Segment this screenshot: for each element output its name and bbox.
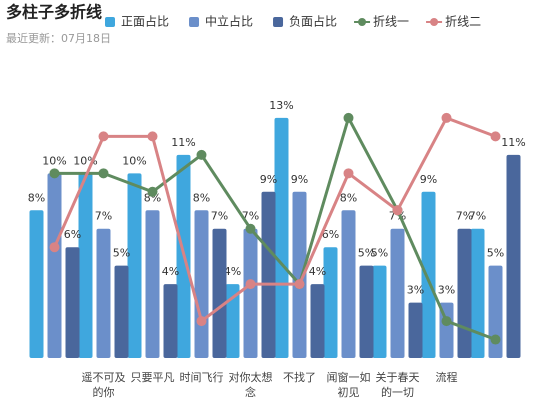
data-label: 5% — [487, 247, 504, 260]
bar — [408, 302, 423, 358]
bar — [359, 265, 374, 358]
bar — [163, 284, 178, 358]
bar — [145, 210, 160, 358]
bar — [78, 173, 93, 358]
bar — [310, 284, 325, 358]
data-label: 11% — [501, 136, 525, 149]
line-point — [392, 205, 403, 216]
data-label: 8% — [28, 191, 45, 204]
bar — [96, 228, 111, 358]
line — [53, 116, 497, 324]
line — [54, 113, 497, 341]
data-label: 4% — [224, 265, 241, 278]
line-point — [490, 131, 501, 142]
line-point — [98, 131, 109, 142]
bar — [225, 284, 240, 358]
x-tick-label: 时间飞行 — [179, 371, 224, 384]
data-label: 8% — [193, 191, 210, 204]
line-point — [245, 223, 256, 234]
data-label: 7% — [95, 210, 112, 223]
legend-swatch — [105, 17, 115, 27]
line-point — [294, 279, 305, 290]
bar — [261, 191, 276, 358]
x-tick-label: 遥不可及的你 — [81, 371, 126, 399]
bar — [421, 191, 436, 358]
bar — [341, 210, 356, 358]
legend-label: 折线一 — [373, 14, 409, 29]
data-label: 9% — [291, 173, 308, 186]
chart-title: 多柱子多折线 — [6, 3, 102, 22]
data-label: 10% — [122, 154, 146, 167]
line-point — [49, 242, 60, 253]
data-label: 5% — [358, 247, 375, 260]
data-label: 3% — [438, 284, 455, 297]
line-point — [343, 112, 354, 123]
data-label: 13% — [269, 99, 293, 112]
line-point — [343, 168, 354, 179]
data-label: 8% — [144, 191, 161, 204]
x-tick-label: 关于春天的一切 — [375, 371, 420, 399]
line-point — [147, 186, 158, 197]
line-point — [490, 334, 501, 345]
chart-subtitle: 最近更新：07月18日 — [6, 31, 111, 45]
bar — [323, 247, 338, 358]
bar — [243, 228, 258, 358]
legend-label: 负面占比 — [289, 14, 337, 29]
bar — [29, 210, 44, 358]
line-point — [196, 316, 207, 327]
bar — [292, 191, 307, 358]
bar — [212, 228, 227, 358]
bar — [114, 265, 129, 358]
bar — [390, 228, 405, 358]
bar — [372, 265, 387, 358]
bar — [47, 173, 62, 358]
data-label: 4% — [162, 265, 179, 278]
bar — [127, 173, 142, 358]
x-tick-label: 对你太想念 — [228, 371, 273, 399]
data-label: 4% — [309, 265, 326, 278]
data-label: 6% — [322, 228, 339, 241]
bar — [194, 210, 209, 358]
data-label: 11% — [171, 136, 195, 149]
data-label: 7% — [211, 210, 228, 223]
bar — [274, 117, 289, 358]
line-point — [196, 149, 207, 160]
bar — [506, 154, 521, 358]
legend-swatch — [358, 18, 367, 26]
line-point — [441, 316, 452, 327]
data-label: 7% — [469, 210, 486, 223]
legend-label: 折线二 — [445, 14, 481, 29]
bar — [470, 228, 485, 358]
bar — [457, 228, 472, 358]
x-tick-label: 不找了 — [283, 371, 316, 384]
line-point — [98, 168, 109, 179]
bar — [488, 265, 503, 358]
legend-label: 中立占比 — [205, 14, 253, 29]
data-label: 5% — [371, 247, 388, 260]
x-tick-label: 流程 — [435, 371, 458, 384]
x-tick-label: 只要平凡 — [130, 371, 175, 384]
legend-swatch — [273, 17, 284, 27]
legend-swatch — [430, 18, 439, 26]
bar — [65, 247, 80, 358]
data-label: 10% — [42, 154, 66, 167]
legend-swatch — [189, 17, 200, 27]
legend-label: 正面占比 — [121, 14, 169, 29]
x-tick-label: 闻窗一如初见 — [326, 371, 371, 399]
data-label: 3% — [407, 284, 424, 297]
data-label: 9% — [420, 173, 437, 186]
data-label: 6% — [64, 228, 81, 241]
data-label: 9% — [260, 173, 277, 186]
data-label: 8% — [340, 191, 357, 204]
data-label: 5% — [113, 247, 130, 260]
line-point — [441, 112, 452, 123]
data-label: 7% — [456, 210, 473, 223]
line-point — [245, 279, 256, 290]
line-point — [147, 131, 158, 142]
line-point — [49, 168, 60, 179]
